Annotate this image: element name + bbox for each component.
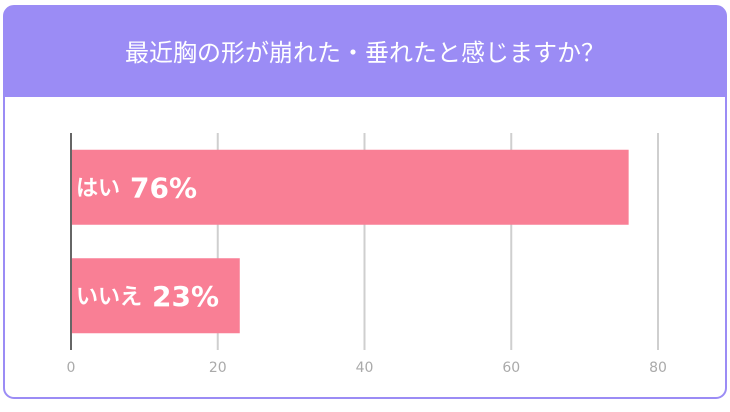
bar-label: はい 76% <box>76 171 197 204</box>
chart-title: 最近胸の形が崩れた・垂れたと感じますか？ <box>125 39 605 67</box>
x-tick-label: 60 <box>502 360 520 376</box>
category-label: いいえ <box>76 285 142 310</box>
value-label: 23% <box>152 280 219 313</box>
header <box>4 6 726 97</box>
x-tick-label: 0 <box>67 360 76 376</box>
category-label: はい <box>76 176 120 201</box>
x-tick-label: 40 <box>356 360 374 376</box>
x-tick-label: 20 <box>209 360 227 376</box>
bar <box>71 149 629 225</box>
bar-label: いいえ 23% <box>76 280 219 313</box>
value-label: 76% <box>130 171 197 204</box>
bar <box>71 258 240 334</box>
x-tick-label: 80 <box>649 360 667 376</box>
